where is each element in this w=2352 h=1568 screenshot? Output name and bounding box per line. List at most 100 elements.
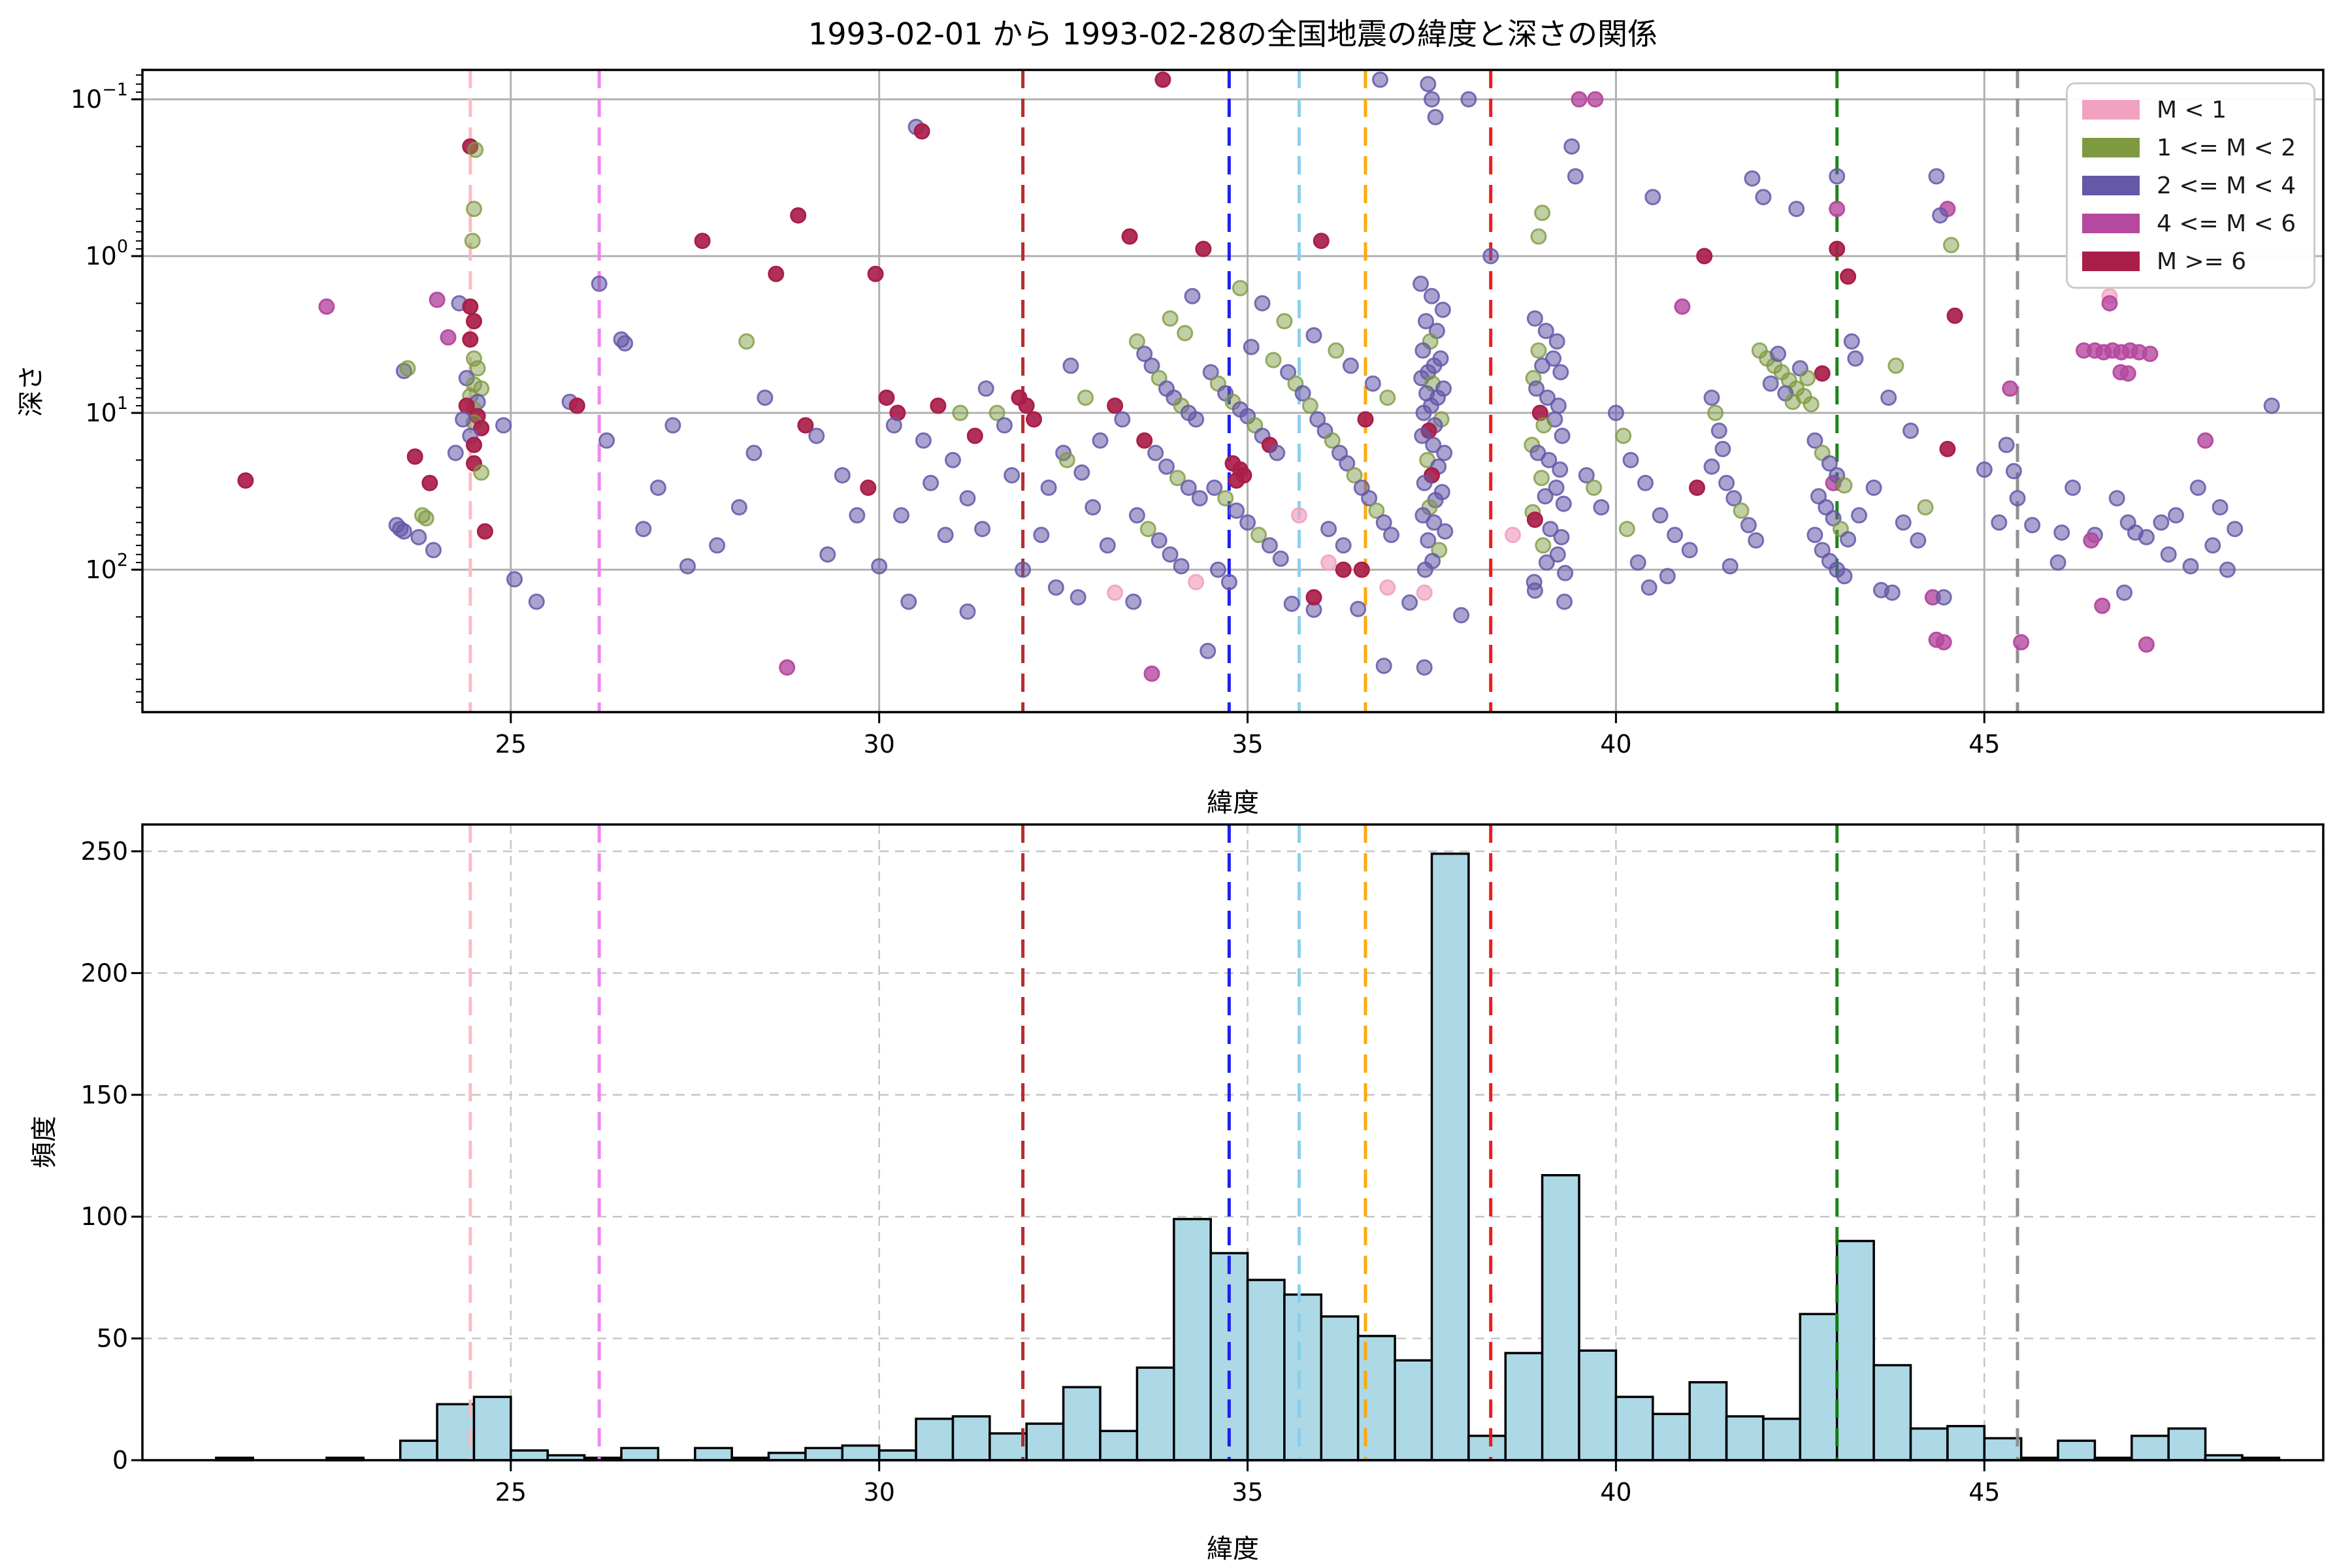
scatter-point xyxy=(1357,411,1374,428)
scatter-point xyxy=(1379,389,1396,406)
scatter-point xyxy=(1015,561,1032,578)
hist-bar xyxy=(1504,1352,1544,1462)
scatter-point xyxy=(768,265,785,282)
hist-bar xyxy=(1025,1422,1065,1462)
scatter-point xyxy=(937,527,954,544)
hist-bar xyxy=(1394,1359,1433,1462)
scatter-point xyxy=(1806,527,1823,544)
scatter-point xyxy=(1740,517,1757,534)
hist-bar xyxy=(1099,1429,1139,1462)
scatter-point xyxy=(1414,427,1431,444)
legend-item: 2 <= M < 4 xyxy=(2082,167,2299,204)
scatter-point xyxy=(467,141,484,158)
scatter-point xyxy=(2227,521,2244,538)
hist-bar xyxy=(1578,1349,1618,1462)
scatter-point xyxy=(1535,417,1552,434)
scatter-point xyxy=(1840,531,1857,547)
scatter-point xyxy=(1073,464,1090,481)
scatter-point xyxy=(871,558,888,575)
scatter-point xyxy=(440,329,457,346)
scatter-point xyxy=(2189,480,2206,496)
scatter-point xyxy=(1162,546,1179,563)
scatter-point xyxy=(1505,527,1521,544)
scatter-point xyxy=(1563,138,1580,155)
y-tick-label: 0 xyxy=(112,1446,128,1475)
scatter-point xyxy=(694,233,711,250)
scatter-point xyxy=(1151,532,1168,549)
scatter-point xyxy=(1206,480,1223,496)
scatter-point xyxy=(1829,201,1846,218)
scatter-point xyxy=(2053,524,2070,541)
scatter-point xyxy=(462,331,479,348)
scatter-point xyxy=(1158,458,1175,475)
scatter-point xyxy=(528,593,545,610)
scatter-point xyxy=(1843,333,1860,350)
hist-bar xyxy=(1983,1437,2023,1462)
scatter-point xyxy=(1195,240,1212,257)
hist-bar xyxy=(1246,1279,1286,1462)
scatter-point xyxy=(834,467,851,483)
scatter-point xyxy=(988,404,1005,421)
y-tick-label: 200 xyxy=(80,958,128,987)
hist-bar xyxy=(1909,1427,1949,1462)
scatter-point xyxy=(2083,532,2100,549)
scatter-point xyxy=(1077,389,1094,406)
scatter-point xyxy=(860,480,877,496)
scatter-point xyxy=(1243,338,1260,355)
scatter-point xyxy=(1696,248,1713,265)
scatter-point xyxy=(2108,490,2125,507)
scatter-point xyxy=(1932,207,1949,224)
scatter-point xyxy=(1294,385,1311,402)
scatter-point xyxy=(1114,411,1131,428)
hist-bar xyxy=(436,1403,476,1462)
scatter-point xyxy=(745,444,762,461)
scatter-point xyxy=(1368,502,1385,519)
scatter-point xyxy=(1555,495,1572,512)
scatter-point xyxy=(421,474,438,491)
x-tick-label: 30 xyxy=(864,730,895,759)
scatter-point xyxy=(1733,502,1750,519)
legend-box: M < 1 1 <= M < 2 2 <= M < 4 4 <= M < 6 M >= … xyxy=(2066,82,2315,289)
scatter-point xyxy=(1552,461,1569,478)
hist-bar xyxy=(951,1415,991,1462)
scatter-point xyxy=(2065,480,2082,496)
scatter-point xyxy=(1607,404,1624,421)
scatter-point xyxy=(1261,537,1278,554)
scatter-plot: 25 30 35 40 45 10−1 100 101 102 xyxy=(71,69,2325,759)
scatter-point xyxy=(237,472,254,489)
scatter-point xyxy=(1254,295,1271,312)
scatter-point xyxy=(878,389,895,406)
scatter-point xyxy=(1301,397,1318,414)
scatter-point xyxy=(462,298,479,315)
scatter-point xyxy=(1220,574,1237,591)
scatter-point xyxy=(1618,521,1635,538)
scatter-point xyxy=(2013,634,2030,651)
scatter-point xyxy=(506,571,523,588)
scatter-point xyxy=(2160,546,2177,563)
scatter-point xyxy=(598,432,615,449)
scatter-point xyxy=(473,464,490,481)
scatter-point xyxy=(1424,287,1440,304)
scatter-point xyxy=(1910,532,1927,549)
scatter-point xyxy=(1416,659,1433,676)
scatter-point xyxy=(1147,444,1164,461)
scatter-point xyxy=(1188,411,1205,428)
scatter-point xyxy=(1379,579,1396,596)
scatter-point xyxy=(1615,427,1632,444)
scatter-point xyxy=(2219,561,2236,578)
hist-bar xyxy=(1872,1364,1912,1462)
scatter-point xyxy=(1534,204,1551,221)
scatter-point xyxy=(1976,461,1993,478)
scatter-point xyxy=(1383,527,1399,544)
scatter-point xyxy=(1644,189,1661,206)
y-tick-label: 101 xyxy=(85,393,128,427)
scatter-point xyxy=(1401,594,1418,611)
scatter-point xyxy=(1545,350,1562,367)
scatter-point xyxy=(1437,523,1454,540)
scatter-point xyxy=(1291,507,1307,524)
legend-swatch xyxy=(2082,252,2140,271)
scatter-point xyxy=(900,593,917,610)
y-tick-label: 100 xyxy=(85,237,128,270)
scatter-point xyxy=(709,537,726,554)
scatter-point xyxy=(399,360,416,377)
